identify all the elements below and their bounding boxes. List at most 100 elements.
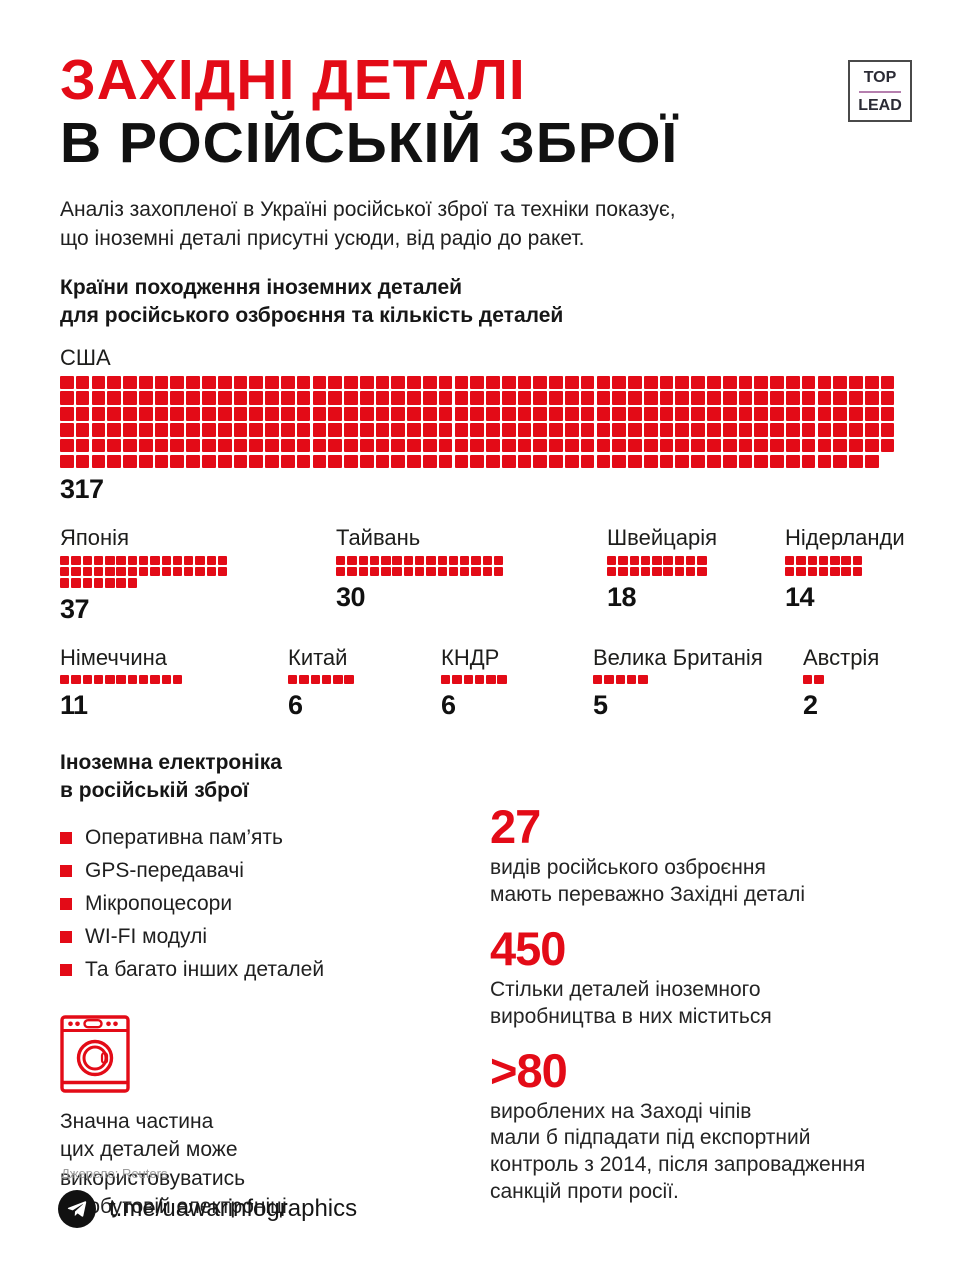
- unit-square: [448, 555, 459, 565]
- unit-square: [233, 407, 248, 421]
- unit-square: [138, 407, 153, 421]
- unit-square: [738, 438, 753, 453]
- unit-square: [71, 674, 81, 685]
- bullet-square-icon: [60, 897, 72, 910]
- unit-square: [437, 566, 447, 577]
- unit-square: [517, 407, 532, 421]
- unit-square: [849, 375, 863, 390]
- unit-square: [375, 454, 390, 469]
- unit-square: [186, 407, 200, 421]
- unit-square: [807, 555, 817, 565]
- unit-square: [107, 423, 122, 437]
- unit-square: [105, 555, 115, 565]
- unit-square: [154, 407, 169, 421]
- unit-square: [448, 566, 459, 577]
- unit-square: [482, 566, 493, 577]
- country-value: 2: [803, 690, 818, 721]
- unit-square: [265, 375, 279, 390]
- unit-square: [628, 407, 642, 421]
- unit-square: [60, 578, 70, 588]
- unit-square: [280, 438, 295, 453]
- unit-square: [71, 555, 81, 565]
- unit-square: [195, 555, 205, 565]
- unit-square: [127, 674, 138, 685]
- unit-square: [161, 674, 171, 685]
- unit-square: [738, 375, 753, 390]
- unit-square: [486, 674, 496, 685]
- unit-square: [801, 375, 816, 390]
- unit-square: [280, 375, 295, 390]
- unit-square: [501, 391, 516, 406]
- unit-square: [612, 454, 627, 469]
- unit-square: [75, 423, 90, 437]
- waffle-grid-netherlands: [785, 555, 905, 577]
- unit-square: [60, 454, 74, 469]
- stats-column: 27 видів російського озброєння мають пер…: [490, 749, 910, 1222]
- unit-square: [454, 438, 469, 453]
- unit-square: [280, 423, 295, 437]
- page-title-line2: В РОСІЙСЬКІЙ ЗБРОЇ: [60, 111, 679, 175]
- unit-square: [452, 674, 462, 685]
- unit-square: [596, 423, 611, 437]
- page-title: ЗАХІДНІ ДЕТАЛІ В РОСІЙСЬКІЙ ЗБРОЇ: [60, 52, 910, 172]
- unit-square: [154, 375, 169, 390]
- unit-square: [817, 454, 832, 469]
- unit-square: [629, 566, 639, 577]
- unit-square: [206, 566, 217, 577]
- unit-square: [833, 407, 847, 421]
- unit-square: [422, 423, 437, 437]
- unit-square: [580, 407, 595, 421]
- stat-value: 450: [490, 921, 566, 975]
- unit-square: [674, 566, 685, 577]
- unit-square: [685, 566, 696, 577]
- stat-text: Стільки деталей іноземного виробництва в…: [490, 977, 772, 1028]
- unit-square: [638, 674, 648, 685]
- unit-square: [217, 454, 232, 469]
- unit-square: [801, 438, 816, 453]
- unit-square: [186, 423, 200, 437]
- unit-square: [407, 423, 421, 437]
- unit-square: [596, 438, 611, 453]
- unit-square: [116, 578, 126, 588]
- unit-square: [296, 438, 311, 453]
- unit-square: [517, 423, 532, 437]
- unit-square: [75, 375, 90, 390]
- unit-square: [817, 438, 832, 453]
- unit-square: [123, 375, 137, 390]
- country-label: КНДР: [441, 644, 500, 670]
- country-value: 6: [441, 690, 456, 721]
- unit-square: [691, 454, 705, 469]
- unit-square: [358, 555, 368, 565]
- unit-square: [470, 391, 484, 406]
- unit-square: [722, 391, 737, 406]
- unit-square: [333, 674, 343, 685]
- unit-square: [170, 407, 185, 421]
- unit-square: [438, 438, 453, 453]
- waffle-grid-taiwan: [336, 555, 607, 577]
- unit-square: [217, 438, 232, 453]
- unit-square: [707, 454, 721, 469]
- country-block-austria: Австрія 2: [803, 645, 879, 722]
- unit-square: [299, 674, 309, 685]
- unit-square: [785, 555, 795, 565]
- unit-square: [565, 438, 579, 453]
- unit-square: [612, 407, 627, 421]
- country-value: 11: [60, 690, 88, 721]
- unit-square: [249, 407, 264, 421]
- waffle-grid-switzerland: [607, 555, 785, 577]
- unit-square: [407, 391, 421, 406]
- unit-square: [217, 375, 232, 390]
- unit-square: [533, 407, 548, 421]
- unit-square: [60, 375, 74, 390]
- unit-square: [369, 566, 380, 577]
- unit-square: [358, 566, 368, 577]
- telegram-link[interactable]: t.me/uawarinfographics: [109, 1195, 358, 1222]
- unit-square: [438, 423, 453, 437]
- unit-square: [738, 391, 753, 406]
- unit-square: [265, 407, 279, 421]
- unit-square: [849, 454, 863, 469]
- unit-square: [172, 555, 183, 565]
- bullet-square-icon: [60, 930, 72, 943]
- unit-square: [123, 407, 137, 421]
- unit-square: [652, 555, 662, 565]
